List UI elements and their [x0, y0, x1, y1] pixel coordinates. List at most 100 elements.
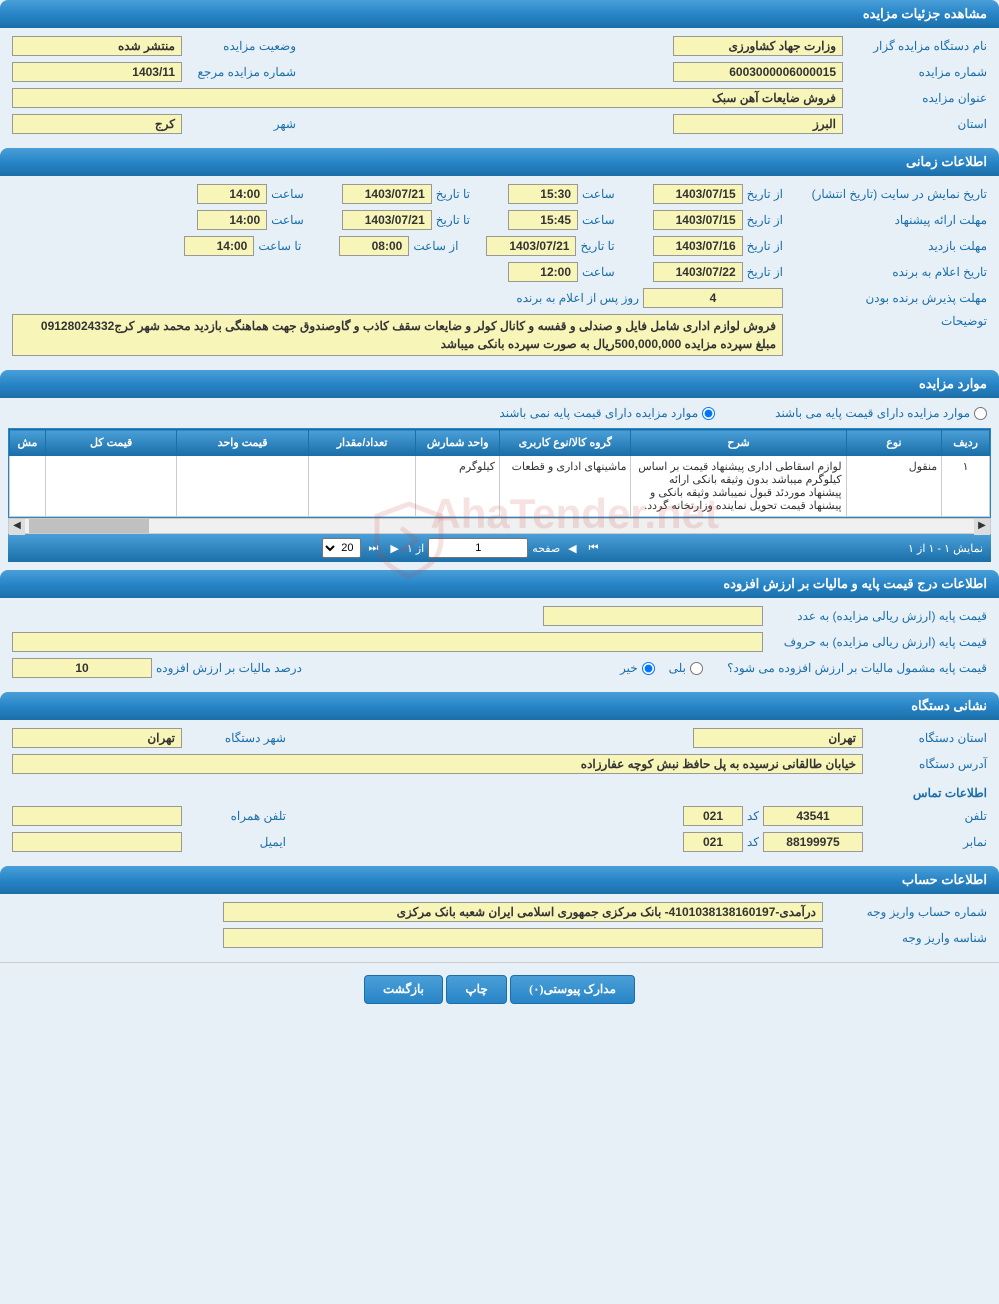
- phone-label: تلفن: [867, 809, 987, 823]
- h-scrollbar[interactable]: ▶ ◀: [8, 518, 991, 534]
- col-row: ردیف: [942, 430, 990, 456]
- col-group: گروه کالا/نوع کاربری: [500, 430, 631, 456]
- radio-no-input[interactable]: [702, 407, 715, 420]
- col-unit: واحد شمارش: [416, 430, 500, 456]
- accept-value: 4: [643, 288, 783, 308]
- table-row[interactable]: ۱ منقول لوازم اسقاطی اداری پیشنهاد قیمت …: [10, 456, 990, 517]
- vat-yes-input[interactable]: [690, 662, 703, 675]
- base-num-label: قیمت پایه (ارزش ریالی مزایده) به عدد: [767, 609, 987, 623]
- col-type: نوع: [846, 430, 942, 456]
- offer-from-hour: 15:45: [508, 210, 578, 230]
- scroll-left-icon[interactable]: ◀: [9, 519, 25, 535]
- col-unit-price: قیمت واحد: [177, 430, 308, 456]
- pager: نمایش ۱ - ۱ از ۱ ⏮ ◀ صفحه از ۱ ▶ ⏭ 20: [8, 534, 991, 562]
- visit-from-hour: 08:00: [339, 236, 409, 256]
- pager-page-input[interactable]: [428, 538, 528, 558]
- section-header-time: اطلاعات زمانی: [0, 148, 999, 176]
- ref-no-value: 1403/11: [12, 62, 182, 82]
- radio-has-label: موارد مزایده دارای قیمت پایه می باشند: [775, 406, 970, 420]
- pager-first-icon[interactable]: ⏮: [585, 542, 603, 555]
- print-button[interactable]: چاپ: [446, 975, 506, 1004]
- status-value: منتشر شده: [12, 36, 182, 56]
- province-value: البرز: [673, 114, 843, 134]
- phone-code-label: کد: [747, 809, 759, 823]
- attachments-button[interactable]: مدارک پیوستی(۰): [510, 975, 635, 1004]
- items-table-wrap: ردیف نوع شرح گروه کالا/نوع کاربری واحد ش…: [8, 428, 991, 518]
- pager-per-page-select[interactable]: 20: [322, 538, 361, 558]
- visit-to-date: 1403/07/21: [486, 236, 576, 256]
- city-value: کرج: [12, 114, 182, 134]
- fax-code-label: کد: [747, 835, 759, 849]
- hour-label-5: ساعت: [582, 265, 615, 279]
- accept-label: مهلت پذیرش برنده بودن: [787, 291, 987, 305]
- phone-code-value: 021: [683, 806, 743, 826]
- radio-has-base[interactable]: موارد مزایده دارای قیمت پایه می باشند: [775, 406, 987, 420]
- from-date-label-1: از تاریخ: [747, 187, 783, 201]
- org-addr-value: خیابان طالقانی نرسیده به پل حافظ نبش کوچ…: [12, 754, 863, 774]
- email-value: [12, 832, 182, 852]
- org-province-label: استان دستگاه: [867, 731, 987, 745]
- acc-label: شماره حساب واریز وجه: [827, 905, 987, 919]
- scroll-right-icon[interactable]: ▶: [974, 519, 990, 535]
- offer-label: مهلت ارائه پیشنهاد: [787, 213, 987, 227]
- vat-pct-label: درصد مالیات بر ارزش افزوده: [156, 661, 302, 675]
- hour-label-2: ساعت: [271, 187, 304, 201]
- offer-to-hour: 14:00: [197, 210, 267, 230]
- pager-display: نمایش ۱ - ۱ از ۱: [908, 542, 983, 555]
- acc-value: درآمدی-4101038138160197- بانک مرکزی جمهو…: [223, 902, 823, 922]
- base-num-value: [543, 606, 763, 626]
- acc-id-value: [223, 928, 823, 948]
- back-button[interactable]: بازگشت: [364, 975, 443, 1004]
- to-date-label-3: تا تاریخ: [580, 239, 614, 253]
- email-label: ایمیل: [186, 835, 286, 849]
- fax-value: 88199975: [763, 832, 863, 852]
- acc-id-label: شناسه واریز وجه: [827, 931, 987, 945]
- winner-label: تاریخ اعلام به برنده: [787, 265, 987, 279]
- org-value: وزارت جهاد کشاورزی: [673, 36, 843, 56]
- pager-last-icon[interactable]: ⏭: [365, 542, 383, 555]
- cell-unit-price: [177, 456, 308, 517]
- section-header-price: اطلاعات درج قیمت پایه و مالیات بر ارزش ا…: [0, 570, 999, 598]
- org-city-value: تهران: [12, 728, 182, 748]
- winner-from-date: 1403/07/22: [653, 262, 743, 282]
- vat-yes[interactable]: بلی: [669, 661, 703, 675]
- pager-prev-icon[interactable]: ◀: [564, 542, 580, 555]
- vat-no[interactable]: خیر: [620, 661, 655, 675]
- visit-to-hour: 14:00: [184, 236, 254, 256]
- items-radio-row: موارد مزایده دارای قیمت پایه می باشند مو…: [0, 398, 999, 428]
- city-label: شهر: [186, 117, 296, 131]
- cell-qty: [308, 456, 416, 517]
- to-date-label-2: تا تاریخ: [436, 213, 470, 227]
- from-date-label-2: از تاریخ: [747, 213, 783, 227]
- vat-yes-label: بلی: [669, 661, 686, 675]
- col-qty: تعداد/مقدار: [308, 430, 416, 456]
- account-body: شماره حساب واریز وجه درآمدی-410103813816…: [0, 894, 999, 962]
- pager-next-icon[interactable]: ▶: [386, 542, 402, 555]
- radio-no-base[interactable]: موارد مزایده دارای قیمت پایه نمی باشند: [499, 406, 715, 420]
- notes-value: فروش لوازم اداری شامل فایل و صندلی و قفس…: [12, 314, 783, 356]
- radio-no-label: موارد مزایده دارای قیمت پایه نمی باشند: [499, 406, 698, 420]
- title-label: عنوان مزایده: [847, 91, 987, 105]
- section-header-items: موارد مزایده: [0, 370, 999, 398]
- vat-no-input[interactable]: [642, 662, 655, 675]
- ref-no-label: شماره مزایده مرجع: [186, 65, 296, 79]
- col-total: قیمت کل: [45, 430, 176, 456]
- radio-has-input[interactable]: [974, 407, 987, 420]
- vat-no-label: خیر: [620, 661, 638, 675]
- cell-extra: [10, 456, 46, 517]
- scroll-thumb[interactable]: [29, 519, 149, 533]
- col-extra: مش: [10, 430, 46, 456]
- section-header-details: مشاهده جزئیات مزایده: [0, 0, 999, 28]
- cell-desc: لوازم اسقاطی اداری پیشنهاد قیمت بر اساس …: [631, 456, 846, 517]
- province-label: استان: [847, 117, 987, 131]
- pager-page-label: صفحه: [532, 542, 560, 555]
- display-from-date: 1403/07/15: [653, 184, 743, 204]
- cell-idx: ۱: [942, 456, 990, 517]
- status-label: وضعیت مزایده: [186, 39, 296, 53]
- price-body: قیمت پایه (ارزش ریالی مزایده) به عدد قیم…: [0, 598, 999, 692]
- cell-type: منقول: [846, 456, 942, 517]
- contact-header: اطلاعات تماس: [913, 786, 987, 800]
- mobile-label: تلفن همراه: [186, 809, 286, 823]
- table-header-row: ردیف نوع شرح گروه کالا/نوع کاربری واحد ش…: [10, 430, 990, 456]
- fax-code-value: 021: [683, 832, 743, 852]
